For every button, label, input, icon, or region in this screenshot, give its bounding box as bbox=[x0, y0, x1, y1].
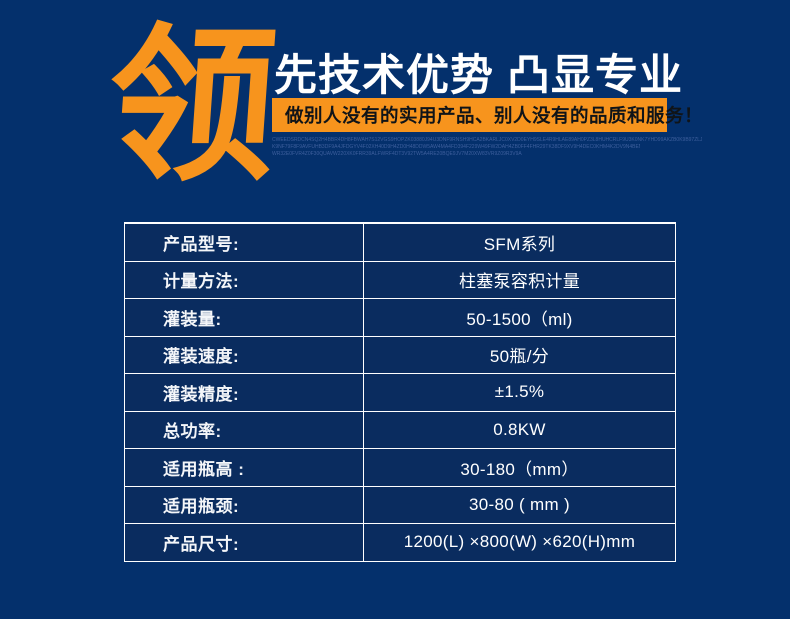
spec-value: SFM系列 bbox=[483, 234, 556, 254]
spec-label: 计量方法: bbox=[125, 261, 364, 298]
table-row: 总功率: 0.8KW bbox=[125, 410, 675, 448]
spec-value: 柱塞泵容积计量 bbox=[458, 272, 581, 292]
table-row: 灌装速度: 50瓶/分 bbox=[125, 335, 675, 373]
hero-big-character: 领 bbox=[101, 12, 283, 200]
hero-title: 先技术优势 凸显专业 bbox=[274, 52, 683, 100]
spec-label: 灌装速度: bbox=[125, 336, 364, 373]
table-row: 产品型号: SFM系列 bbox=[125, 223, 675, 261]
spec-value: 50-1500（ml) bbox=[466, 309, 573, 329]
hero-fine-print: CWEEDSRDCN4SQ2H4BBR4DH8FBWAH7S12VGS9HOPZ… bbox=[272, 137, 702, 158]
spec-value: 30-180（mm） bbox=[460, 459, 579, 479]
table-row: 计量方法: 柱塞泵容积计量 bbox=[125, 260, 675, 298]
table-row: 适用瓶高 : 30-180（mm） bbox=[125, 448, 675, 486]
spec-label: 灌装量: bbox=[125, 299, 364, 336]
fine-print-line: WR32E0FVR4Z0F30QUAVW220XK0FRR39ALFWRF4DT… bbox=[272, 151, 522, 157]
spec-value: 30-80 ( mm ) bbox=[469, 494, 570, 514]
hero-banner-text: 做别人没有的实用产品、别人没有的品质和服务！ bbox=[285, 105, 704, 126]
fine-print-line: K9NF79F8F9AVFUHB3DF9A4JFDGYV4F02XH40D9H4… bbox=[272, 144, 640, 150]
spec-value: 0.8KW bbox=[493, 419, 546, 439]
spec-label: 灌装精度: bbox=[125, 374, 364, 411]
spec-value: 1200(L) ×800(W) ×620(H)mm bbox=[403, 532, 636, 552]
spec-label: 产品型号: bbox=[125, 224, 364, 261]
spec-label: 总功率: bbox=[125, 411, 364, 448]
spec-label: 适用瓶颈: bbox=[125, 486, 364, 523]
spec-label: 产品尺寸: bbox=[125, 524, 364, 561]
hero-banner: 做别人没有的实用产品、别人没有的品质和服务！ bbox=[272, 98, 703, 132]
table-row: 产品尺寸: 1200(L) ×800(W) ×620(H)mm bbox=[125, 523, 675, 561]
spec-value: 50瓶/分 bbox=[489, 347, 550, 367]
table-row: 适用瓶颈: 30-80 ( mm ) bbox=[125, 485, 675, 523]
spec-label: 适用瓶高 : bbox=[125, 449, 364, 486]
fine-print-line: CWEEDSRDCN4SQ2H4BBR4DH8FBWAH7S12VGS9HOPZ… bbox=[272, 137, 702, 143]
spec-value: ±1.5% bbox=[494, 382, 545, 402]
table-row: 灌装精度: ±1.5% bbox=[125, 373, 675, 411]
table-row: 灌装量: 50-1500（ml) bbox=[125, 298, 675, 336]
spec-table: 产品型号: SFM系列 计量方法: 柱塞泵容积计量 灌装量: 50-1500（m… bbox=[124, 222, 676, 562]
